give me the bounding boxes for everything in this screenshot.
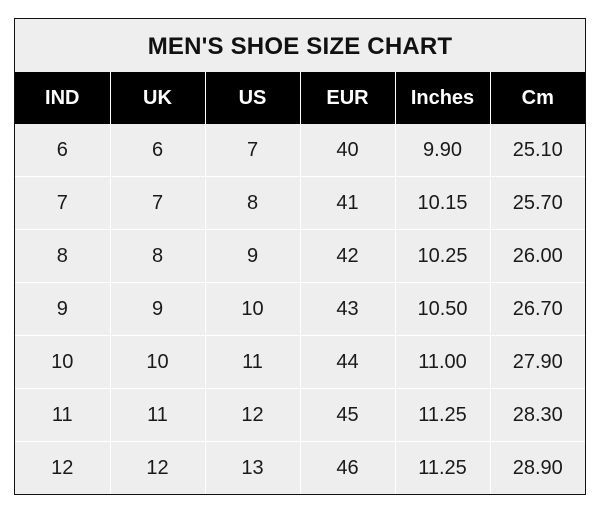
table-row: 6 6 7 40 9.90 25.10 <box>15 124 585 177</box>
cell-inches: 11.25 <box>394 388 490 442</box>
cell-us: 8 <box>204 176 300 230</box>
table-row: 10 10 11 44 11.00 27.90 <box>15 335 585 389</box>
cell-uk: 12 <box>109 441 205 494</box>
cell-eur: 44 <box>299 335 395 389</box>
cell-us: 7 <box>204 124 300 177</box>
cell-eur: 46 <box>299 441 395 494</box>
size-table: IND UK US EUR Inches Cm 6 6 7 40 9.90 25.10 7 7… <box>15 72 585 494</box>
cell-uk: 7 <box>109 176 205 230</box>
cell-us: 11 <box>204 335 300 389</box>
cell-ind: 10 <box>15 335 110 389</box>
chart-title: MEN'S SHOE SIZE CHART <box>147 33 453 60</box>
cell-ind: 12 <box>15 441 110 494</box>
header-cm: Cm <box>489 72 585 124</box>
cell-cm: 26.00 <box>489 229 585 283</box>
header-inches: Inches <box>394 72 490 124</box>
cell-ind: 7 <box>15 176 110 230</box>
cell-eur: 43 <box>299 282 395 336</box>
cell-inches: 10.15 <box>394 176 490 230</box>
cell-eur: 40 <box>299 124 395 177</box>
header-ind: IND <box>15 72 110 124</box>
cell-cm: 28.90 <box>489 441 585 494</box>
header-eur: EUR <box>299 72 395 124</box>
cell-eur: 45 <box>299 388 395 442</box>
cell-cm: 26.70 <box>489 282 585 336</box>
cell-inches: 9.90 <box>394 124 490 177</box>
cell-uk: 11 <box>109 388 205 442</box>
cell-cm: 28.30 <box>489 388 585 442</box>
cell-inches: 11.25 <box>394 441 490 494</box>
cell-us: 13 <box>204 441 300 494</box>
cell-uk: 6 <box>109 124 205 177</box>
table-row: 12 12 13 46 11.25 28.90 <box>15 441 585 494</box>
cell-inches: 10.25 <box>394 229 490 283</box>
cell-eur: 42 <box>299 229 395 283</box>
cell-cm: 25.10 <box>489 124 585 177</box>
table-row: 11 11 12 45 11.25 28.30 <box>15 388 585 442</box>
cell-uk: 10 <box>109 335 205 389</box>
cell-uk: 9 <box>109 282 205 336</box>
cell-us: 9 <box>204 229 300 283</box>
cell-ind: 9 <box>15 282 110 336</box>
table-row: 7 7 8 41 10.15 25.70 <box>15 176 585 230</box>
cell-inches: 11.00 <box>394 335 490 389</box>
cell-cm: 25.70 <box>489 176 585 230</box>
header-uk: UK <box>109 72 205 124</box>
cell-cm: 27.90 <box>489 335 585 389</box>
cell-inches: 10.50 <box>394 282 490 336</box>
cell-us: 10 <box>204 282 300 336</box>
table-row: 8 8 9 42 10.25 26.00 <box>15 229 585 283</box>
header-us: US <box>204 72 300 124</box>
table-row: 9 9 10 43 10.50 26.70 <box>15 282 585 336</box>
cell-us: 12 <box>204 388 300 442</box>
cell-ind: 6 <box>56 138 68 161</box>
cell-eur: 41 <box>299 176 395 230</box>
header-row: IND UK US EUR Inches Cm <box>15 72 585 124</box>
cell-ind: 11 <box>15 388 110 442</box>
cell-ind: 8 <box>15 229 110 283</box>
cell-uk: 8 <box>109 229 205 283</box>
size-chart: MEN'S SHOE SIZE CHART IND UK US EUR Inch… <box>14 18 586 495</box>
